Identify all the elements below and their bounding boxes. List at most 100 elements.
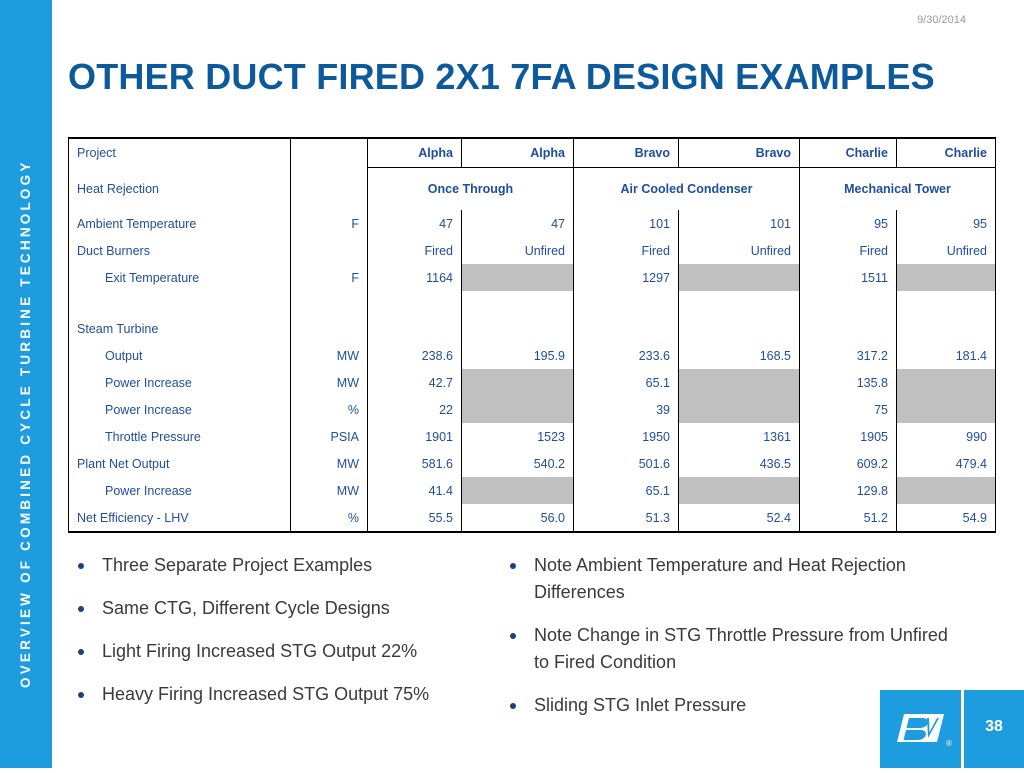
row-label: Exit Temperature <box>68 264 291 291</box>
table-cell: Unfired <box>678 237 800 264</box>
row-unit: MW <box>290 477 368 504</box>
table-cell: 101 <box>573 210 679 237</box>
table-cell: 609.2 <box>799 450 897 477</box>
design-examples-table: Project Alpha Alpha Bravo Bravo Charlie … <box>68 137 996 533</box>
row-unit: % <box>290 504 368 533</box>
project-row: Project Alpha Alpha Bravo Bravo Charlie … <box>68 137 996 210</box>
bullet-list-left: Three Separate Project Examples Same CTG… <box>76 552 486 724</box>
table-row: Power Increase MW 42.7 65.1 135.8 <box>68 369 996 396</box>
row-unit: PSIA <box>290 423 368 450</box>
table-cell: 1297 <box>573 264 679 291</box>
bullet-icon <box>78 692 84 698</box>
table-cell: 181.4 <box>896 342 996 369</box>
bullet-item: Note Change in STG Throttle Pressure fro… <box>508 622 948 676</box>
table-row: Duct Burners Fired Unfired Fired Unfired Fire… <box>68 237 996 264</box>
table-cell <box>461 477 574 504</box>
bullet-list-right: Note Ambient Temperature and Heat Reject… <box>508 552 948 735</box>
table-cell: 65.1 <box>573 477 679 504</box>
row-label: Steam Turbine <box>68 315 291 342</box>
table-cell: 168.5 <box>678 342 800 369</box>
spacer-row <box>68 291 996 315</box>
table-cell: 1511 <box>799 264 897 291</box>
table-cell: 75 <box>799 396 897 423</box>
table-cell: 1905 <box>799 423 897 450</box>
table-cell: 479.4 <box>896 450 996 477</box>
table-row: Throttle Pressure PSIA 1901 1523 1950 1361 190… <box>68 423 996 450</box>
row-label: Power Increase <box>68 477 291 504</box>
table-cell: 65.1 <box>573 369 679 396</box>
side-bar: OVERVIEW OF COMBINED CYCLE TURBINE TECHN… <box>0 0 52 768</box>
bullet-icon <box>510 563 516 569</box>
heat-rejection-label: Heat Rejection <box>68 167 291 210</box>
bullet-item: Sliding STG Inlet Pressure <box>508 692 948 719</box>
page-number-box: 38 <box>964 690 1024 768</box>
bullet-item: Note Ambient Temperature and Heat Reject… <box>508 552 948 606</box>
table-cell: 47 <box>461 210 574 237</box>
heat-rejection-row: Heat Rejection Once Through Air Cooled C… <box>68 167 996 210</box>
bullet-text: Same CTG, Different Cycle Designs <box>102 598 390 618</box>
table-cell: 581.6 <box>367 450 462 477</box>
table-row: Net Efficiency - LHV% 55.5 56.0 51.3 52.4 51.… <box>68 504 996 533</box>
table-cell: 95 <box>896 210 996 237</box>
table-cell: 56.0 <box>461 504 574 533</box>
table-cell: 22 <box>367 396 462 423</box>
table-cell <box>573 315 679 342</box>
table-cell: 39 <box>573 396 679 423</box>
table-cell: 1361 <box>678 423 800 450</box>
row-unit: MW <box>290 342 368 369</box>
table-cell: 51.2 <box>799 504 897 533</box>
bullet-icon <box>510 703 516 709</box>
side-title: OVERVIEW OF COMBINED CYCLE TURBINE TECHN… <box>18 159 33 688</box>
table-body: Ambient Temperature F 47 47 101 101 95 95 Duct B… <box>68 210 996 533</box>
table-cell: 1901 <box>367 423 462 450</box>
bullet-item: Light Firing Increased STG Output 22% <box>76 638 486 665</box>
bv-logo-icon: ® <box>897 714 952 748</box>
spacer-cell <box>799 291 897 315</box>
row-unit: F <box>290 264 368 291</box>
table-cell: 501.6 <box>573 450 679 477</box>
bullet-item: Three Separate Project Examples <box>76 552 486 579</box>
slide-title: OTHER DUCT FIRED 2X1 7FA DESIGN EXAMPLES <box>68 56 935 97</box>
table-row: Exit Temperature F 1164 1297 1511 <box>68 264 996 291</box>
table-row: Output MW 238.6 195.9 233.6 168.5 317.2 181.4 <box>68 342 996 369</box>
table-row: Steam Turbine <box>68 315 996 342</box>
table-cell: 990 <box>896 423 996 450</box>
row-label: Ambient Temperature <box>68 210 291 237</box>
table-cell <box>678 315 800 342</box>
table-cell: 1523 <box>461 423 574 450</box>
row-label: Power Increase <box>68 369 291 396</box>
spacer-cell <box>367 291 462 315</box>
bv-logo-box: ® <box>880 690 961 768</box>
table-cell: 317.2 <box>799 342 897 369</box>
table-cell: 41.4 <box>367 477 462 504</box>
bullet-item: Same CTG, Different Cycle Designs <box>76 595 486 622</box>
table-cell: 95 <box>799 210 897 237</box>
table-cell <box>678 264 800 291</box>
spacer-cell <box>461 291 574 315</box>
spacer-cell <box>896 291 996 315</box>
slide-date: 9/30/2014 <box>917 14 966 26</box>
table-cell <box>896 315 996 342</box>
table-cell: Unfired <box>461 237 574 264</box>
table-cell <box>461 264 574 291</box>
table-cell: 42.7 <box>367 369 462 396</box>
table-cell <box>461 369 574 396</box>
bullet-icon <box>510 633 516 639</box>
row-label: Net Efficiency - LHV <box>68 504 291 533</box>
heat-rejection-type: Air Cooled Condenser <box>573 167 800 210</box>
heat-rejection-type: Mechanical Tower <box>799 167 996 210</box>
table-cell: 238.6 <box>367 342 462 369</box>
row-label: Plant Net Output <box>68 450 291 477</box>
table-cell <box>678 396 800 423</box>
project-name: Charlie <box>896 137 996 168</box>
row-unit: MW <box>290 369 368 396</box>
row-label: Output <box>68 342 291 369</box>
table-cell <box>678 369 800 396</box>
row-unit: F <box>290 210 368 237</box>
table-cell <box>367 315 462 342</box>
table-cell <box>461 315 574 342</box>
table-cell: Unfired <box>896 237 996 264</box>
table-cell <box>896 396 996 423</box>
row-unit <box>290 237 368 264</box>
table-cell <box>678 477 800 504</box>
